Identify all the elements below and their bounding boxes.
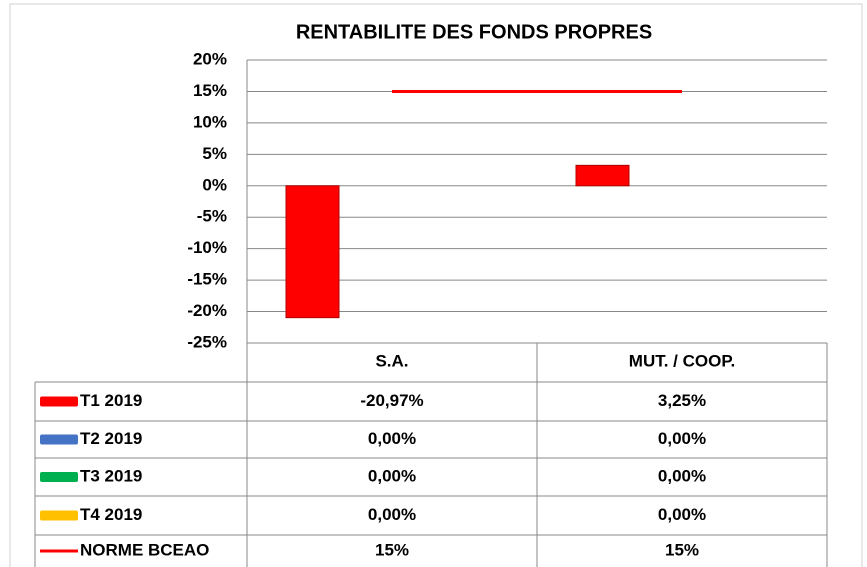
legend-label: T2 2019 — [80, 429, 142, 448]
table-value: 15% — [375, 540, 409, 559]
table-value: 3,25% — [658, 391, 706, 410]
legend-label: T1 2019 — [80, 391, 142, 410]
y-tick-label: -20% — [187, 301, 227, 320]
y-tick-label: -15% — [187, 270, 227, 289]
table-value: 0,00% — [658, 505, 706, 524]
table-value: 0,00% — [368, 429, 416, 448]
table-value: 15% — [665, 540, 699, 559]
chart-frame — [9, 3, 863, 567]
table-value: 0,00% — [368, 466, 416, 485]
y-tick-label: -10% — [187, 238, 227, 257]
table-value: 0,00% — [658, 429, 706, 448]
bar — [285, 185, 340, 319]
legend-key — [40, 510, 78, 521]
y-tick-label: 5% — [202, 144, 227, 163]
legend-label: T3 2019 — [80, 466, 142, 485]
table-value: 0,00% — [368, 505, 416, 524]
legend-key — [40, 434, 78, 445]
bar — [575, 164, 630, 187]
y-tick-label: 0% — [202, 175, 227, 194]
chart-title: RENTABILITE DES FONDS PROPRES — [296, 21, 652, 43]
y-tick-label: 20% — [193, 49, 227, 68]
table-value: -20,97% — [360, 391, 423, 410]
x-category-label: S.A. — [375, 351, 408, 370]
y-tick-label: 15% — [193, 81, 227, 100]
table-value: 0,00% — [658, 466, 706, 485]
y-tick-label: -25% — [187, 332, 227, 351]
legend-label: T4 2019 — [80, 505, 142, 524]
legend-label: NORME BCEAO — [80, 540, 209, 559]
y-tick-label: 10% — [193, 112, 227, 131]
legend-key — [40, 472, 78, 482]
y-tick-label: -5% — [197, 207, 227, 226]
legend-key — [40, 396, 78, 407]
x-category-label: MUT. / COOP. — [629, 351, 735, 370]
